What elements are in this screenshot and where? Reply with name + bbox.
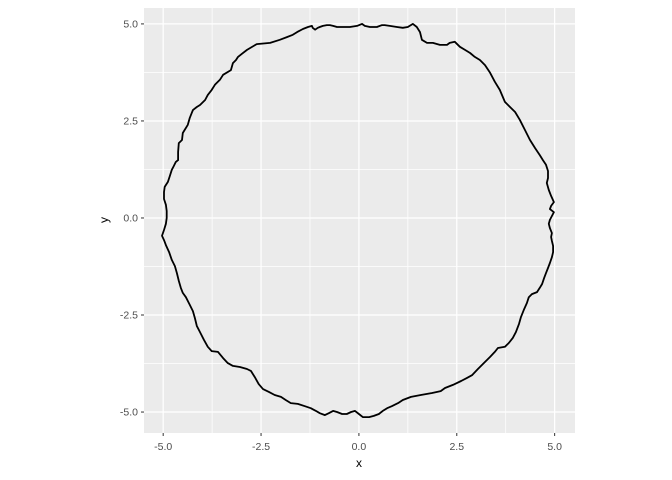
- y-tick-label: 2.5: [123, 115, 138, 127]
- x-tick-label: 5.0: [547, 441, 562, 453]
- y-axis-title: y: [97, 217, 111, 223]
- y-tick-label: -5.0: [120, 407, 138, 419]
- data-line: [161, 22, 555, 419]
- x-tick-label: 0.0: [352, 441, 367, 453]
- x-tick-label: 2.5: [449, 441, 464, 453]
- x-tick-label: -2.5: [252, 441, 270, 453]
- x-axis-title: x: [356, 456, 362, 470]
- y-tick-label: 0.0: [123, 212, 138, 224]
- y-tick-label: 5.0: [123, 18, 138, 30]
- y-tick-label: -2.5: [120, 310, 138, 322]
- x-tick-label: -5.0: [154, 441, 172, 453]
